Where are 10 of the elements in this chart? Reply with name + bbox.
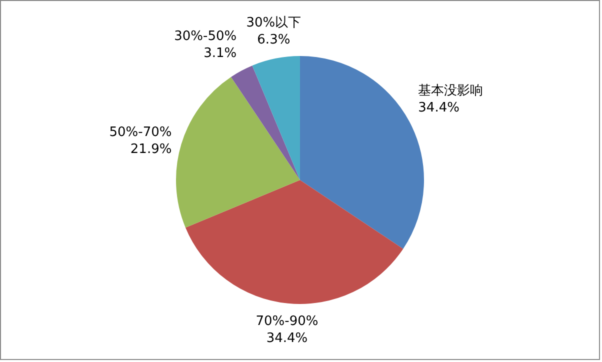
data-label: 3.1% (204, 46, 237, 61)
slice-label: 30%-50% (174, 28, 237, 44)
data-label: 34.4% (418, 100, 460, 116)
data-label: 34.4% (266, 331, 308, 346)
slice-label: 70%-90% (256, 314, 318, 330)
slice-label: 30%以下 (246, 15, 302, 30)
data-label: 21.9% (130, 142, 172, 158)
data-label: 6.3% (257, 32, 290, 48)
slice-label: 50%-70% (109, 125, 172, 140)
slice-label: 基本没影响 (418, 84, 484, 99)
